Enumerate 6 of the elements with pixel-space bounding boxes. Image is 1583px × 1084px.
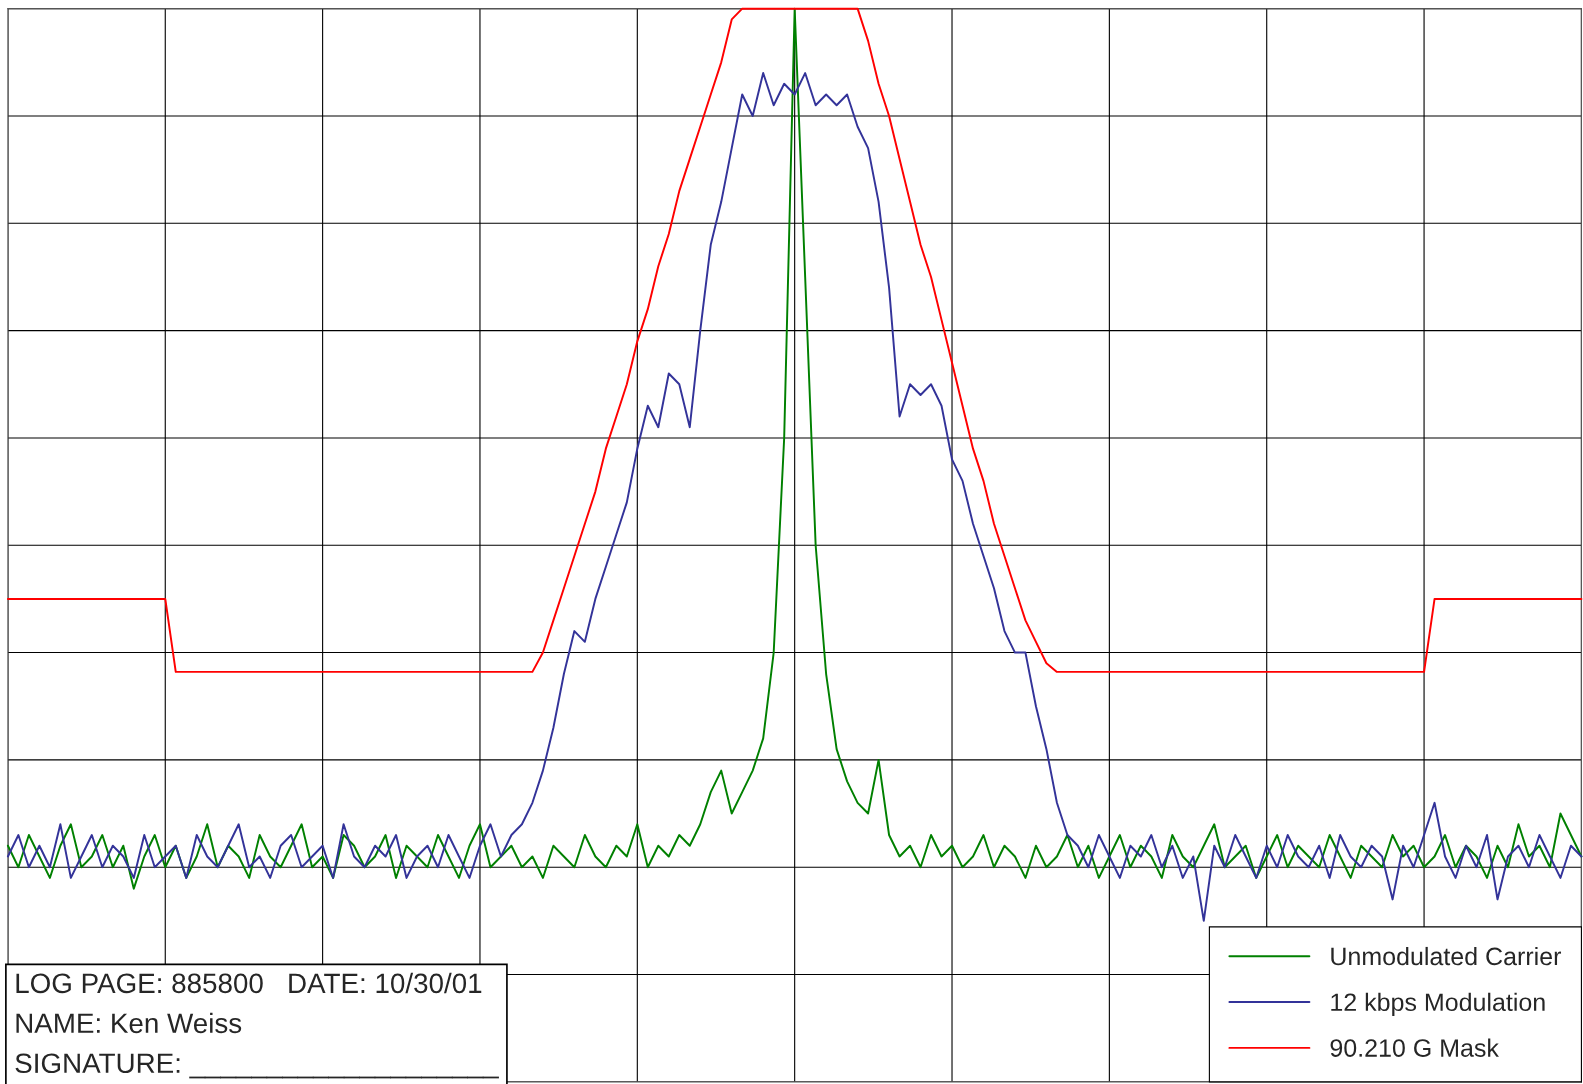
- legend-label: 12 kbps Modulation: [1331, 992, 1545, 1017]
- annotation: LOG PAGE: 885800 DATE: 10/30/01: [16, 972, 482, 994]
- annotation: NAME: Ken Weiss: [16, 1012, 242, 1034]
- annotation: SIGNATURE: ____________________: [15, 1053, 499, 1079]
- legend-label: Unmodulated Carrier: [1331, 946, 1562, 966]
- legend-label: 90.210 G Mask: [1330, 1038, 1499, 1057]
